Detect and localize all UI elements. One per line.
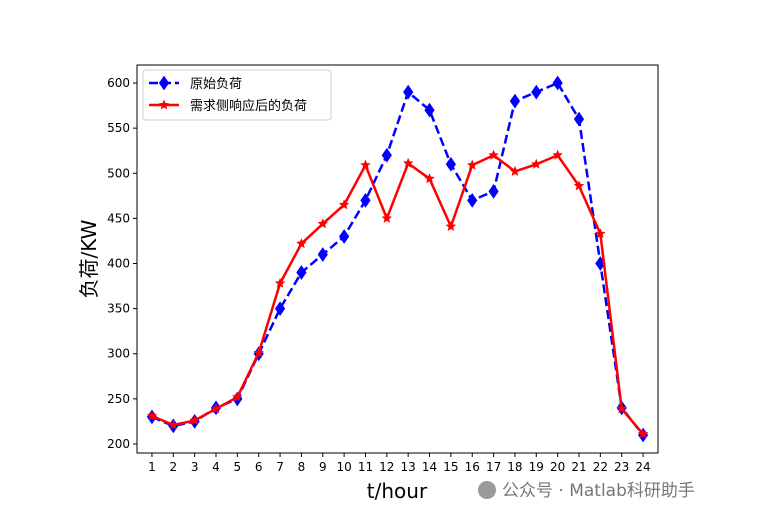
watermark-text: 公众号 · Matlab科研助手: [502, 481, 695, 501]
x-tick-label: 6: [255, 460, 263, 474]
data-point: [253, 347, 265, 358]
series-2: [146, 149, 649, 439]
data-point: [509, 165, 521, 177]
y-tick-label: 200: [107, 437, 130, 451]
data-point: [573, 180, 585, 191]
data-point: [466, 159, 478, 170]
data-point: [403, 84, 414, 100]
x-tick-label: 3: [191, 460, 199, 474]
y-tick-label: 350: [107, 302, 130, 316]
data-point: [210, 403, 222, 414]
data-point: [402, 157, 414, 168]
legend-entry: 原始负荷: [149, 75, 242, 92]
x-tick-label: 18: [507, 460, 522, 474]
data-point: [360, 159, 371, 170]
x-tick-label: 22: [593, 460, 608, 474]
watermark: 公众号 · Matlab科研助手: [478, 476, 695, 501]
x-tick-label: 4: [212, 460, 220, 474]
legend-label: 原始负荷: [190, 77, 242, 92]
y-axis: 200 250 300 350 400 450 500 550 600: [107, 76, 137, 451]
data-point: [445, 220, 457, 232]
data-point: [509, 93, 521, 109]
x-tick-label: 12: [379, 460, 394, 474]
plot-area-frame: [136, 64, 659, 454]
data-point: [317, 247, 328, 262]
legend-entry: 需求侧响应后的负荷: [149, 98, 307, 114]
x-tick-label: 20: [550, 460, 565, 474]
data-point: [445, 156, 456, 172]
data-point: [296, 237, 307, 249]
data-point: [381, 212, 393, 223]
x-tick-label: 7: [276, 460, 284, 474]
data-point: [467, 192, 478, 208]
data-point: [488, 149, 499, 160]
x-tick-label: 15: [443, 460, 458, 474]
y-tick-label: 450: [107, 211, 130, 225]
series-line: [151, 153, 645, 435]
data-point: [552, 75, 563, 91]
x-tick-label: 1: [148, 460, 156, 474]
y-tick-label: 600: [107, 76, 130, 90]
x-tick-label: 10: [336, 460, 351, 474]
x-tick-label: 19: [529, 460, 544, 474]
data-point: [146, 410, 158, 421]
data-point: [296, 265, 307, 280]
data-point: [637, 428, 649, 439]
legend-label: 需求侧响应后的负荷: [190, 98, 307, 114]
data-point: [424, 102, 435, 118]
x-tick-label: 24: [635, 460, 650, 474]
series-1: [146, 75, 649, 443]
series-line: [151, 81, 645, 436]
y-axis-title: 负荷/KW: [77, 219, 101, 298]
y-tick-label: 500: [107, 166, 130, 180]
x-tick-label: 9: [319, 460, 327, 474]
legend-marker: [158, 75, 170, 91]
wechat-icon: [478, 481, 496, 499]
data-point: [616, 403, 628, 414]
x-tick-label: 11: [358, 460, 373, 474]
x-tick-label: 13: [401, 460, 416, 474]
data-point: [167, 419, 179, 430]
data-point: [424, 173, 435, 184]
x-tick-label: 23: [614, 460, 629, 474]
x-tick-label: 14: [422, 460, 437, 474]
data-point: [552, 149, 564, 160]
data-point: [488, 183, 499, 199]
x-axis: 1 2 3 4 5 6 7 8 9 10 11 12 13 14 15 16 17 18 19 20 21 22 23 24: [148, 453, 651, 474]
data-point: [531, 84, 542, 100]
data-point: [339, 229, 350, 244]
y-tick-label: 300: [107, 347, 130, 361]
data-point: [274, 301, 286, 317]
data-point: [360, 192, 371, 208]
x-axis-title: t/hour: [367, 479, 428, 503]
x-tick-label: 2: [169, 460, 177, 474]
y-tick-label: 250: [107, 392, 130, 406]
series-layer: [146, 75, 649, 443]
data-point: [573, 111, 585, 127]
y-tick-label: 550: [107, 121, 130, 135]
x-tick-label: 21: [571, 460, 586, 474]
y-tick-label: 400: [107, 257, 130, 271]
data-point: [381, 147, 392, 163]
x-tick-label: 17: [486, 460, 501, 474]
data-point: [317, 218, 329, 229]
legend-box: [142, 69, 332, 121]
data-point: [594, 228, 606, 239]
legend-marker: [158, 99, 170, 110]
data-point: [189, 414, 201, 426]
data-point: [274, 277, 286, 288]
data-point: [231, 391, 243, 402]
x-tick-label: 8: [298, 460, 306, 474]
data-point: [338, 199, 350, 210]
data-point: [530, 158, 542, 169]
x-tick-label: 5: [234, 460, 242, 474]
x-tick-label: 16: [465, 460, 480, 474]
